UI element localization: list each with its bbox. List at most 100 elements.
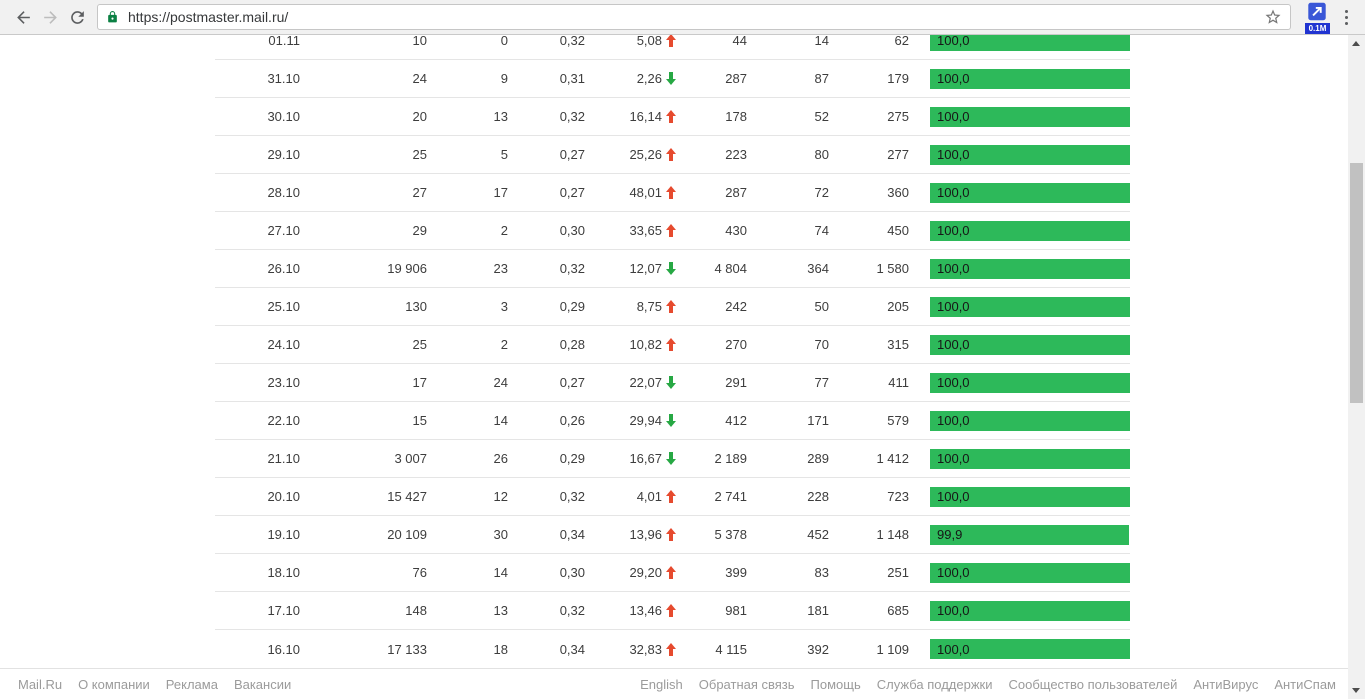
cell-value: 0,27 [559,147,585,162]
cell-value: 2 [500,223,508,238]
cell-value: 0,29 [559,451,585,466]
trend-up-icon [666,490,676,503]
progress-bar: 100,0 [930,144,1130,165]
footer-link[interactable]: Mail.Ru [18,676,63,692]
cell-value: 5 378 [714,527,747,542]
cell-value: 14 [814,35,829,48]
cell-value: 270 [725,337,747,352]
table-row: 17.10 148 13 0,32 13,46 981 181 685 100,0 [215,592,1130,630]
cell-value: 87 [814,71,829,86]
footer-link[interactable]: АнтиВирус [1193,676,1259,692]
cell-value: 2 [500,337,508,352]
scrollbar-thumb[interactable] [1350,163,1363,403]
cell-value: 277 [887,147,909,162]
progress-bar: 100,0 [930,372,1130,393]
cell-value: 27 [412,185,427,200]
change-value: 12,07 [629,261,662,276]
cell-date: 26.10 [267,261,300,276]
cell-bar: 100,0 [930,182,1130,203]
cell-value: 10 [412,35,427,48]
footer-link[interactable]: Служба поддержки [876,676,993,692]
cell-value: 77 [814,375,829,390]
reload-button[interactable] [64,4,91,31]
cell-value: 52 [814,109,829,124]
footer-right-links: English Обратная связь Помощь Служба поддер… [640,677,1336,692]
cell-date: 27.10 [267,223,300,238]
extension-counter-icon[interactable]: 0.1M [1305,2,1330,35]
trend-up-icon [666,642,676,656]
back-button[interactable] [10,4,37,31]
forward-button [37,4,64,31]
progress-bar: 100,0 [930,334,1130,355]
table-row: 31.10 24 9 0,31 2,26 287 87 179 100,0 [215,60,1130,98]
cell-value: 0,34 [559,641,585,657]
cell-value: 0,27 [559,185,585,200]
change-value: 16,67 [629,451,662,466]
cell-value: 70 [814,337,829,352]
scrollbar[interactable] [1348,35,1365,699]
cell-value: 5 [500,147,508,162]
cell-bar: 100,0 [930,106,1130,127]
cell-bar: 100,0 [930,334,1130,355]
trend-down-icon [666,376,676,389]
cell-date: 29.10 [267,147,300,162]
cell-value: 19 906 [387,261,427,276]
progress-bar: 100,0 [930,182,1130,203]
footer-link[interactable]: Помощь [810,676,861,692]
cell-value: 74 [814,223,829,238]
cell-value: 62 [894,35,909,48]
cell-value: 0,34 [559,527,585,542]
cell-value: 228 [807,489,829,504]
footer-link[interactable]: АнтиСпам [1274,676,1336,692]
footer-link[interactable]: English [640,676,683,692]
cell-value: 1 148 [876,527,909,542]
cell-value: 242 [725,299,747,314]
cell-value: 287 [725,71,747,86]
footer-link[interactable]: Обратная связь [698,676,795,692]
cell-value: 0,32 [559,261,585,276]
cell-change: 10,82 [585,337,676,352]
cell-change: 48,01 [585,185,676,200]
cell-date: 31.10 [267,71,300,86]
progress-bar: 100,0 [930,639,1130,659]
scroll-down-arrow-icon[interactable] [1352,688,1360,693]
cell-date: 16.10 [267,641,300,657]
cell-bar: 100,0 [930,600,1130,621]
cell-value: 685 [887,603,909,618]
progress-bar: 100,0 [930,600,1130,621]
trend-up-icon [666,224,676,237]
cell-value: 148 [405,603,427,618]
table-row: 25.10 130 3 0,29 8,75 242 50 205 100,0 [215,288,1130,326]
cell-change: 12,07 [585,261,676,276]
progress-bar: 100,0 [930,68,1130,89]
scroll-up-arrow-icon[interactable] [1352,41,1360,46]
padlock-icon[interactable] [106,10,119,24]
trend-up-icon [666,110,676,123]
cell-change: 16,67 [585,451,676,466]
url-text[interactable]: https://postmaster.mail.ru/ [128,9,289,25]
cell-bar: 100,0 [930,220,1130,241]
cell-change: 32,83 [585,642,676,657]
chrome-menu-button[interactable] [1338,4,1355,31]
cell-change: 16,14 [585,109,676,124]
cell-value: 171 [807,413,829,428]
stats-table: 01.11 10 0 0,32 5,08 44 14 62 100,0 31.10 24 9 0,31 2… [215,35,1130,668]
cell-change: 33,65 [585,223,676,238]
footer-link[interactable]: О компании [78,676,150,692]
cell-value: 14 [493,565,508,580]
cell-value: 83 [814,565,829,580]
cell-value: 0,32 [559,35,585,48]
back-arrow-icon [17,10,30,24]
footer-link[interactable]: Вакансии [233,676,292,692]
footer-link[interactable]: Реклама [165,676,218,692]
cell-value: 1 580 [876,261,909,276]
cell-date: 20.10 [267,489,300,504]
footer-link[interactable]: Сообщество пользователей [1008,676,1178,692]
address-bar[interactable]: https://postmaster.mail.ru/ [97,4,1291,30]
cell-value: 17 [412,375,427,390]
cell-change: 13,46 [585,603,676,618]
trend-up-icon [666,604,676,617]
table-row: 30.10 20 13 0,32 16,14 178 52 275 100,0 [215,98,1130,136]
bookmark-star-icon[interactable] [1264,8,1282,26]
cell-value: 23 [493,261,508,276]
